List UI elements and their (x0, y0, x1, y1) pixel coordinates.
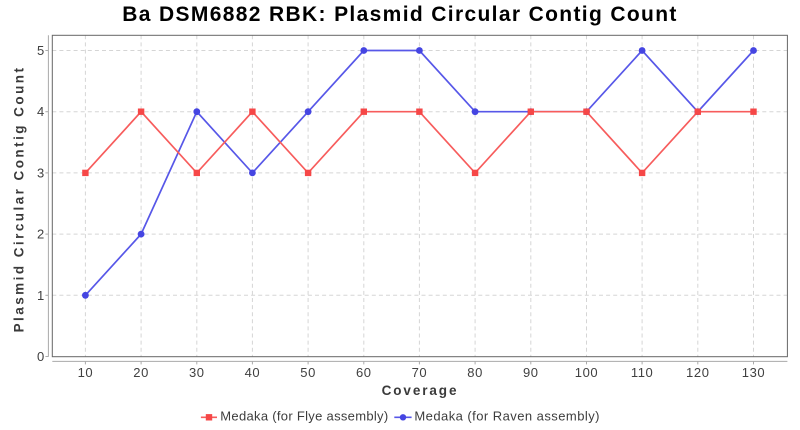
svg-text:80: 80 (467, 365, 483, 380)
svg-text:130: 130 (742, 365, 766, 380)
svg-text:120: 120 (686, 365, 710, 380)
svg-text:Medaka (for Raven assembly): Medaka (for Raven assembly) (414, 409, 600, 424)
svg-text:30: 30 (189, 365, 205, 380)
svg-text:3: 3 (37, 165, 45, 180)
svg-text:Coverage: Coverage (382, 383, 459, 398)
svg-text:Ba DSM6882 RBK: Plasmid Circul: Ba DSM6882 RBK: Plasmid Circular Contig … (122, 3, 678, 26)
svg-text:0: 0 (37, 349, 45, 364)
svg-text:Plasmid Circular Contig Count: Plasmid Circular Contig Count (11, 66, 26, 333)
svg-text:4: 4 (37, 104, 45, 119)
svg-text:1: 1 (37, 288, 45, 303)
svg-text:5: 5 (37, 43, 45, 58)
svg-text:40: 40 (245, 365, 261, 380)
svg-text:100: 100 (575, 365, 599, 380)
svg-text:60: 60 (356, 365, 372, 380)
svg-text:10: 10 (78, 365, 94, 380)
svg-text:Medaka (for Flye assembly): Medaka (for Flye assembly) (220, 409, 388, 424)
svg-text:20: 20 (133, 365, 149, 380)
svg-text:90: 90 (523, 365, 539, 380)
svg-text:70: 70 (412, 365, 428, 380)
svg-text:50: 50 (300, 365, 316, 380)
svg-text:110: 110 (631, 365, 654, 380)
svg-text:2: 2 (37, 227, 45, 242)
